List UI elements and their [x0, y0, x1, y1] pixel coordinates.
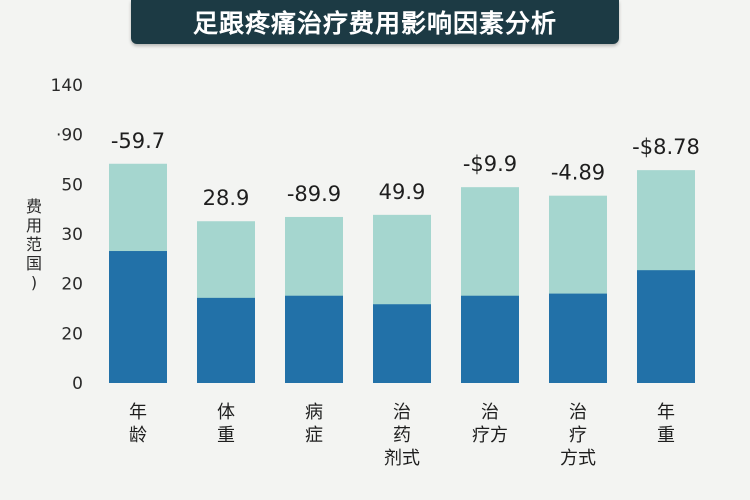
- bar-segment-bottom: [109, 251, 167, 383]
- x-tick-label: 年: [129, 402, 147, 423]
- x-tick-label: 年: [657, 402, 675, 423]
- x-tick-label: 治: [481, 402, 499, 423]
- bar-segment-bottom: [373, 304, 431, 383]
- x-tick-label: 重: [657, 425, 675, 446]
- x-tick-label: 治: [393, 402, 411, 423]
- data-label: -59.7: [111, 129, 165, 153]
- bar-segment-top: [637, 170, 695, 272]
- data-label: -4.89: [551, 161, 605, 185]
- x-tick-label: 方式: [560, 448, 596, 469]
- bar-segment-top: [197, 221, 255, 299]
- x-tick-label: 重: [217, 425, 235, 446]
- y-tick-label: 20: [61, 275, 83, 295]
- bar-segment-bottom: [461, 295, 519, 383]
- bar-segment-top: [461, 187, 519, 297]
- x-tick-label: 疗: [569, 425, 587, 446]
- bar-segment-top: [373, 214, 431, 306]
- y-tick-label: 140: [51, 76, 83, 96]
- y-axis-label-char: 国: [26, 254, 42, 273]
- bar-segment-top: [109, 163, 167, 253]
- y-axis-ticks: 0 20 20 30 50 ·90 140: [51, 76, 83, 394]
- y-axis-label-char: 费: [26, 197, 42, 216]
- data-label: -89.9: [287, 182, 341, 206]
- y-axis-label-char: 范: [26, 235, 42, 254]
- y-tick-label: 20: [61, 324, 83, 344]
- chart-title-banner: 足跟疼痛治疗费用影响因素分析: [131, 0, 619, 44]
- data-label: 28.9: [203, 186, 250, 210]
- y-tick-label: 50: [61, 175, 83, 195]
- x-tick-label: 剂式: [384, 448, 420, 469]
- x-tick-label: 药: [393, 425, 411, 446]
- bars: [109, 163, 695, 383]
- x-tick-label: 治: [569, 402, 587, 423]
- x-tick-label: 病: [305, 402, 323, 423]
- bar-segment-bottom: [285, 295, 343, 383]
- data-label: -$9.9: [463, 152, 517, 176]
- bar-segment-bottom: [549, 293, 607, 383]
- y-axis-label-char: 用: [26, 216, 42, 235]
- chart-title: 足跟疼痛治疗费用影响因素分析: [192, 9, 557, 38]
- y-tick-label: ·90: [56, 126, 83, 146]
- bar-segment-top: [549, 195, 607, 295]
- y-axis-label-char: ): [31, 273, 37, 292]
- bar-segment-bottom: [637, 270, 695, 383]
- data-label: 49.9: [379, 180, 426, 204]
- bar-segment-bottom: [197, 297, 255, 383]
- bar-segment-top: [285, 216, 343, 297]
- y-tick-label: 30: [61, 225, 83, 245]
- x-tick-label: 疗方: [472, 425, 508, 446]
- x-tick-label: 体: [217, 402, 235, 423]
- y-tick-label: 0: [72, 374, 83, 394]
- x-tick-label: 龄: [129, 425, 147, 446]
- x-tick-label: 症: [305, 425, 323, 446]
- data-labels: -59.7 28.9 -89.9 49.9 -$9.9 -4.89 -$8.78: [111, 129, 700, 210]
- data-label: -$8.78: [632, 135, 700, 159]
